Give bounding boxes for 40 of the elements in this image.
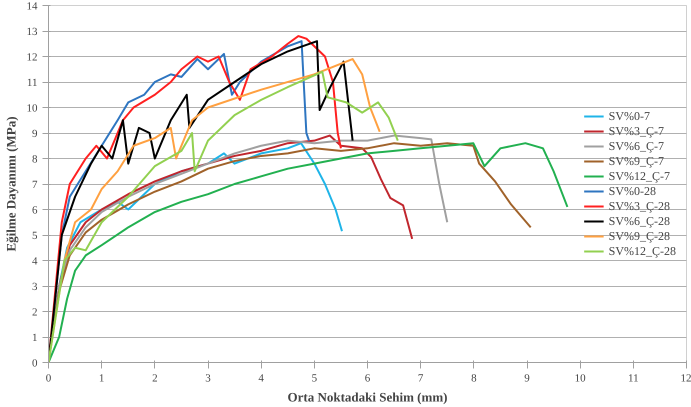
x-tick-label: 12 bbox=[680, 372, 691, 384]
y-tick-label: 4 bbox=[32, 256, 38, 268]
legend-label: SV%9_Ç-28 bbox=[608, 228, 670, 244]
legend-label: SV%0-7 bbox=[608, 108, 650, 124]
x-axis-title: Orta Noktadaki Sehim (mm) bbox=[288, 390, 448, 404]
legend-label: SV%9_Ç-7 bbox=[608, 154, 664, 168]
y-tick-label: 14 bbox=[26, 0, 38, 12]
y-tick-label: 9 bbox=[32, 128, 38, 140]
x-tick-label: 2 bbox=[152, 372, 158, 384]
legend-label: SV%12_Ç-7 bbox=[608, 168, 670, 184]
y-tick-label: 6 bbox=[32, 204, 38, 216]
legend-label: SV%3_Ç-7 bbox=[608, 124, 664, 138]
y-tick-label: 3 bbox=[32, 281, 38, 293]
x-tick-label: 1 bbox=[98, 372, 104, 384]
x-tick-label: 7 bbox=[418, 372, 424, 384]
y-tick-label: 10 bbox=[26, 102, 38, 114]
legend-label: SV%6_Ç-28 bbox=[608, 214, 670, 228]
x-tick-label: 11 bbox=[628, 372, 639, 384]
y-tick-label: 1 bbox=[32, 332, 38, 344]
y-tick-label: 7 bbox=[32, 179, 38, 191]
y-tick-label: 0 bbox=[32, 358, 38, 370]
x-tick-label: 9 bbox=[524, 372, 530, 384]
legend-label: SV%12_Ç-28 bbox=[608, 244, 676, 258]
y-tick-label: 13 bbox=[26, 26, 38, 38]
x-tick-label: 6 bbox=[364, 372, 371, 384]
y-axis-title: Eğilme Dayanımı (MPa) bbox=[4, 116, 18, 252]
x-tick-label: 10 bbox=[574, 372, 586, 384]
y-tick-label: 2 bbox=[32, 306, 38, 318]
x-tick-label: 5 bbox=[312, 372, 318, 384]
y-tick-label: 11 bbox=[26, 77, 38, 89]
x-tick-label: 8 bbox=[471, 372, 478, 384]
y-tick-label: 8 bbox=[32, 154, 38, 166]
x-tick-label: 3 bbox=[205, 372, 212, 384]
y-tick-label: 5 bbox=[32, 230, 38, 242]
x-tick-label: 0 bbox=[46, 372, 52, 384]
legend-label: SV%3_Ç-28 bbox=[608, 198, 670, 214]
legend-label: SV%0-28 bbox=[608, 184, 656, 198]
legend-label: SV%6_Ç-7 bbox=[608, 138, 664, 154]
y-tick-label: 12 bbox=[26, 52, 38, 64]
x-tick-label: 4 bbox=[258, 372, 264, 384]
